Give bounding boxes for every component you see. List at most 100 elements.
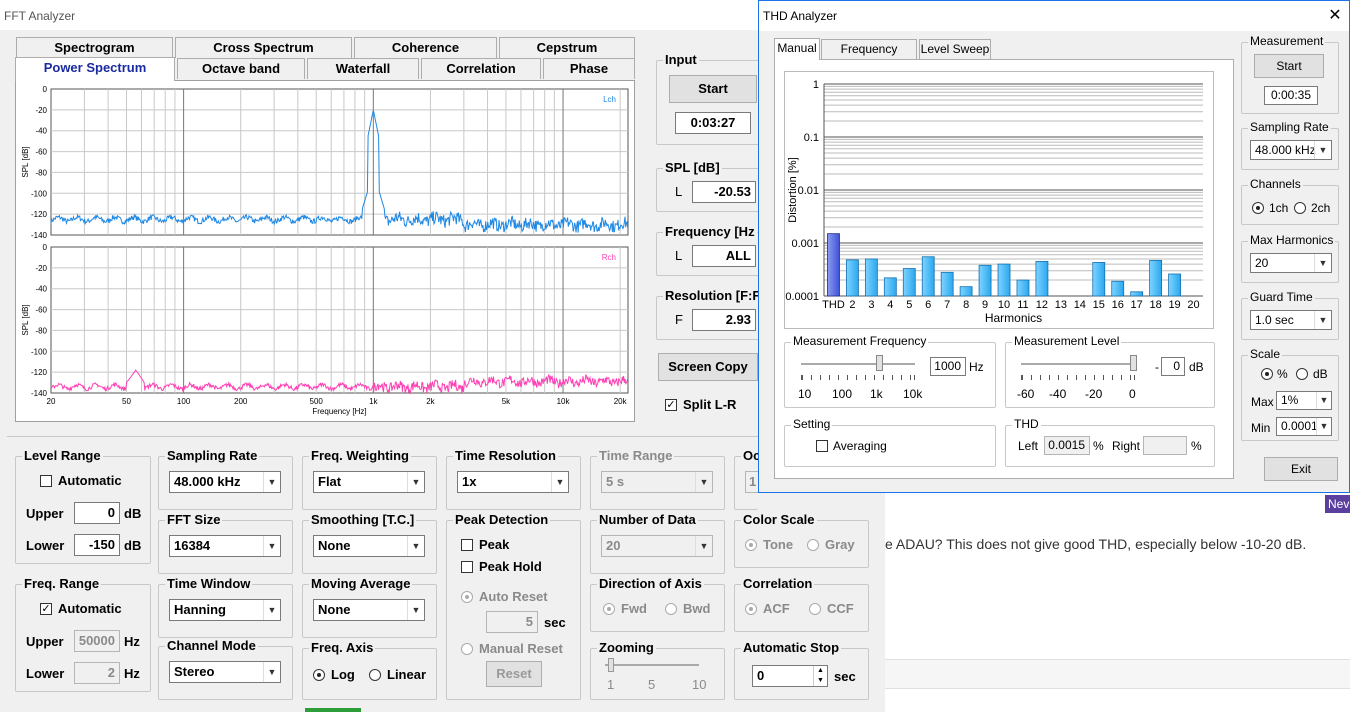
scale-percent-radio[interactable] <box>1261 368 1273 380</box>
level-automatic-checkbox[interactable] <box>40 475 52 487</box>
freq-upper-input[interactable]: 50000 <box>74 630 120 652</box>
guard-time-group: Guard Time <box>1241 290 1339 340</box>
tab-octave-band[interactable]: Octave band <box>177 58 305 79</box>
exit-button[interactable]: Exit <box>1264 457 1338 481</box>
tab-cross-spectrum[interactable]: Cross Spectrum <box>175 37 352 58</box>
smoothing-select[interactable]: None ▼ <box>313 535 425 557</box>
time-resolution-select[interactable]: 1x ▼ <box>457 471 569 493</box>
level-upper-input[interactable]: 0 <box>74 502 120 524</box>
manual-reset-radio[interactable] <box>461 643 473 655</box>
tab-manual[interactable]: Manual <box>774 38 820 60</box>
split-lr-checkbox[interactable]: ✓ <box>665 399 677 411</box>
peak-checkbox[interactable] <box>461 539 473 551</box>
tab-frequency-sweep[interactable]: Frequency Sweep <box>821 39 917 75</box>
direction-fwd-radio[interactable] <box>603 603 615 615</box>
meas-level-input[interactable]: 0 <box>1161 357 1185 376</box>
meas-freq-slider-track[interactable] <box>801 363 915 365</box>
peak-hold-checkbox[interactable] <box>461 561 473 573</box>
screen-copy-button[interactable]: Screen Copy <box>658 353 758 381</box>
bar-18 <box>1149 259 1163 297</box>
freq-range-group: Freq. Range <box>15 576 151 692</box>
bar-8 <box>959 286 973 297</box>
page-footer-bar <box>885 659 1350 689</box>
zooming-slider-thumb[interactable] <box>608 658 614 672</box>
moving-average-select[interactable]: None ▼ <box>313 599 425 621</box>
time-window-value: Hanning <box>174 602 226 617</box>
x-tick-label: 16 <box>1112 299 1124 311</box>
reset-button[interactable]: Reset <box>486 661 542 687</box>
meas-freq-input[interactable]: 1000 <box>930 357 966 376</box>
correlation-ccf-radio[interactable] <box>809 603 821 615</box>
bar-15 <box>1092 262 1106 297</box>
freq-lower-input[interactable]: 2 <box>74 662 120 684</box>
y-tick-label: -140 <box>31 389 48 398</box>
freq-lower-label: Lower <box>26 666 65 681</box>
channels-1ch-radio[interactable] <box>1252 202 1264 214</box>
channel-mode-select[interactable]: Stereo ▼ <box>169 661 281 683</box>
tab-spectrogram[interactable]: Spectrogram <box>16 37 173 58</box>
spectrum-plots[interactable]: 0 -20 -40 -60 -80 -100 -120 -140 SPL [dB] Lch 0 -20… <box>16 81 634 421</box>
scale-max-select[interactable]: 1% ▼ <box>1276 391 1332 410</box>
freq-weighting-label: Freq. Weighting <box>309 448 411 463</box>
auto-reset-seconds-input[interactable]: 5 <box>486 611 538 633</box>
direction-axis-label: Direction of Axis <box>597 576 704 591</box>
input-start-button[interactable]: Start <box>669 75 757 103</box>
measurement-start-button[interactable]: Start <box>1254 54 1324 78</box>
sampling-rate-group: Sampling Rate <box>158 448 293 510</box>
smoothing-value: None <box>318 538 351 553</box>
fft-window-title: FFT Analyzer <box>0 0 885 30</box>
spl-label: SPL [dB] <box>663 160 722 175</box>
oc-select[interactable]: 1 <box>745 471 758 493</box>
level-lower-input[interactable]: -150 <box>74 534 120 556</box>
time-window-select[interactable]: Hanning ▼ <box>169 599 281 621</box>
spinner-arrows-icon[interactable]: ▲ ▼ <box>813 666 827 686</box>
meas-freq-tick-100: 100 <box>832 387 853 401</box>
tab-coherence[interactable]: Coherence <box>354 37 497 58</box>
tab-correlation[interactable]: Correlation <box>421 58 541 79</box>
freq-range-label: Freq. Range <box>22 576 102 591</box>
bar-5 <box>902 268 916 297</box>
auto-reset-seconds-unit: sec <box>544 615 566 630</box>
settings-panel <box>7 436 885 712</box>
color-tone-radio[interactable] <box>745 539 757 551</box>
x-tick-label: 17 <box>1131 299 1143 311</box>
close-icon[interactable]: ✕ <box>1328 7 1342 24</box>
freq-axis-linear-radio[interactable] <box>369 669 381 681</box>
color-gray-radio[interactable] <box>807 539 819 551</box>
scale-db-radio[interactable] <box>1296 368 1308 380</box>
scale-min-select[interactable]: 0.0001% ▼ <box>1276 417 1332 436</box>
fft-size-select[interactable]: 16384 ▼ <box>169 535 281 557</box>
guard-time-select[interactable]: 1.0 sec ▼ <box>1250 310 1332 330</box>
meas-level-slider-thumb[interactable] <box>1130 355 1137 371</box>
channels-2ch-radio[interactable] <box>1294 202 1306 214</box>
direction-bwd-label: Bwd <box>683 601 711 616</box>
time-range-select[interactable]: 5 s ▼ <box>601 471 713 493</box>
tab-phase[interactable]: Phase <box>543 58 635 79</box>
averaging-checkbox[interactable] <box>816 440 828 452</box>
direction-bwd-radio[interactable] <box>665 603 677 615</box>
meas-level-slider-track[interactable] <box>1021 363 1135 365</box>
meas-freq-slider-thumb[interactable] <box>876 355 883 371</box>
tab-waterfall[interactable]: Waterfall <box>307 58 419 79</box>
freq-weighting-select[interactable]: Flat ▼ <box>313 471 425 493</box>
meas-level-prefix: - <box>1155 360 1159 374</box>
sampling-rate-select[interactable]: 48.000 kHz ▼ <box>169 471 281 493</box>
zooming-slider-track[interactable] <box>605 664 699 666</box>
new-badge[interactable]: Nev <box>1325 495 1350 513</box>
freq-axis-log-radio[interactable] <box>313 669 325 681</box>
correlation-acf-radio[interactable] <box>745 603 757 615</box>
freq-automatic-checkbox[interactable]: ✓ <box>40 603 52 615</box>
tab-power-spectrum[interactable]: Power Spectrum <box>15 57 175 81</box>
auto-stop-input[interactable]: 0 ▲ ▼ <box>752 665 828 687</box>
chevron-down-icon: ▼ <box>407 600 424 620</box>
auto-stop-label: Automatic Stop <box>741 640 842 655</box>
auto-reset-radio[interactable] <box>461 591 473 603</box>
thd-sampling-rate-select[interactable]: 48.000 kHz ▼ <box>1250 140 1332 160</box>
tab-level-sweep[interactable]: Level Sweep <box>919 39 991 59</box>
max-harmonics-select[interactable]: 20 ▼ <box>1250 253 1332 273</box>
bar-6 <box>921 256 935 297</box>
x-tick-label: 7 <box>944 299 950 311</box>
spectrum-plot-pane: 0 -20 -40 -60 -80 -100 -120 -140 SPL [dB] Lch 0 -20… <box>15 80 635 422</box>
tab-cepstrum[interactable]: Cepstrum <box>499 37 635 58</box>
number-of-data-select[interactable]: 20 ▼ <box>601 535 713 557</box>
